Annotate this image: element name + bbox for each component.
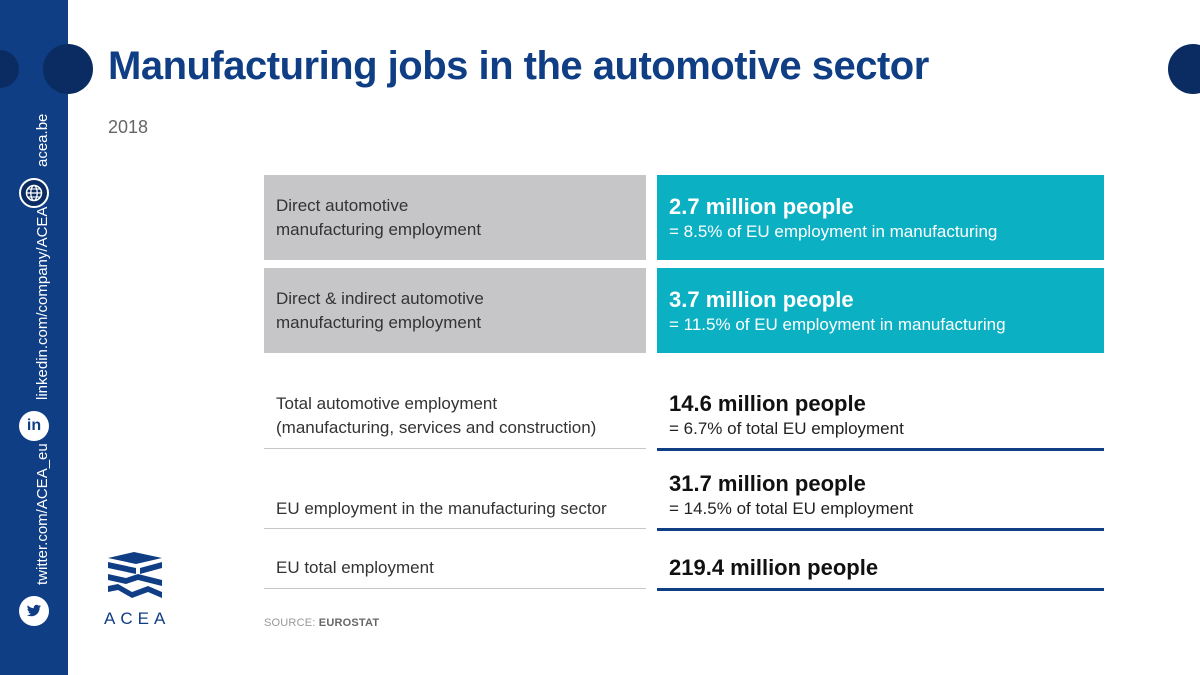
row-value-eu-manufacturing: 31.7 million people = 14.5% of total EU … [657,466,1104,531]
row-label-line2: manufacturing employment [276,312,482,332]
linkedin-icon[interactable]: in [19,411,49,441]
globe-icon[interactable] [19,178,49,208]
social-sidebar: acea.be linkedin.com/company/ACEA in twi… [0,0,68,675]
row-note: = 8.5% of EU employment in manufacturing [669,221,998,241]
row-label-line2: (manufacturing, services and constructio… [276,418,597,437]
source-prefix: SOURCE: [264,617,316,629]
row-label-line2: manufacturing employment [276,219,482,239]
row-value: 2.7 million people [669,193,854,219]
sidebar-top-circle [0,50,19,88]
row-value: 3.7 million people [669,286,854,312]
row-value: 219.4 million people [669,555,879,580]
decorative-circle-right [1168,44,1200,94]
row-note: = 6.7% of total EU employment [669,419,904,438]
row-label-total-automotive: Total automotive employment (manufacturi… [264,385,646,449]
twitter-link[interactable]: twitter.com/ACEA_eu [34,443,51,585]
row-label-line1: Direct automotive [276,195,409,215]
website-link[interactable]: acea.be [34,113,51,167]
row-value-direct: 2.7 million people = 8.5% of EU employme… [657,175,1104,260]
row-label-direct-indirect: Direct & indirect automotive manufacturi… [264,268,646,353]
row-label-line1: Total automotive employment [276,394,498,413]
row-value-total-automotive: 14.6 million people = 6.7% of total EU e… [657,385,1104,451]
page-title: Manufacturing jobs in the automotive sec… [108,44,929,88]
row-label-direct: Direct automotive manufacturing employme… [264,175,646,260]
row-value-direct-indirect: 3.7 million people = 11.5% of EU employm… [657,268,1104,353]
row-label-line1: Direct & indirect automotive [276,288,484,308]
row-label-line1: EU total employment [276,558,434,577]
row-value-eu-total: 219.4 million people [657,550,1104,591]
linkedin-link[interactable]: linkedin.com/company/ACEA [34,206,51,400]
twitter-icon[interactable] [19,596,49,626]
row-label-line1: EU employment in the manufacturing secto… [276,499,607,518]
source-note: SOURCE: EUROSTAT [264,617,379,629]
acea-logo-icon [108,552,162,598]
row-label-eu-manufacturing: EU employment in the manufacturing secto… [264,470,646,529]
year-label: 2018 [108,117,149,137]
row-label-eu-total: EU total employment [264,550,646,589]
source-name: EUROSTAT [318,617,380,629]
row-note: = 11.5% of EU employment in manufacturin… [669,314,1006,334]
row-note: = 14.5% of total EU employment [669,499,914,518]
decorative-circle-left [43,44,93,94]
row-value: 31.7 million people [669,471,866,496]
row-value: 14.6 million people [669,391,866,416]
acea-logo-text: ACEA [104,609,171,628]
